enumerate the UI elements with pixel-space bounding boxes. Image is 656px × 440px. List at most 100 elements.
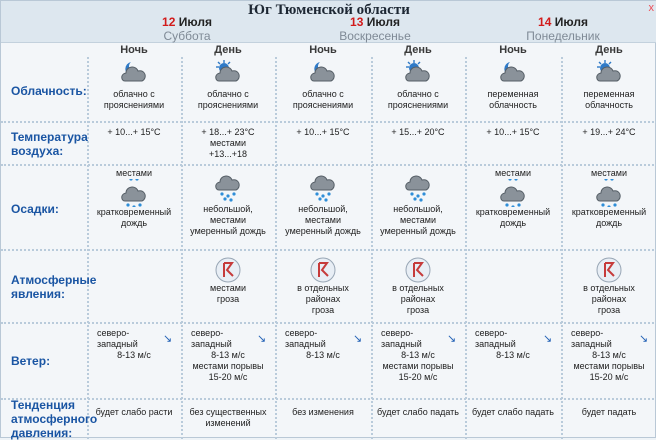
wind-cell: северо-западный 8-13 м/с	[465, 328, 561, 361]
cell-text: будет слабо падать	[472, 407, 554, 417]
cloud-cell: облачно с прояснениями	[181, 59, 275, 111]
temp-cell: + 15...+ 20°C	[371, 127, 465, 138]
cell-text: 8-13 м/с	[211, 350, 245, 360]
forecast-grid: Облачность: Температура воздуха: Осадки: …	[1, 57, 656, 440]
cell-text: прояснениями	[387, 100, 449, 110]
pressure-cell: без изменения	[275, 407, 371, 418]
night-label: Ночь	[499, 44, 527, 56]
month-label: Июля	[366, 15, 400, 29]
cell-text: + 10...+ 15°C	[486, 127, 540, 137]
moon-cloud-icon	[87, 59, 181, 89]
cell-text: западный	[381, 339, 422, 349]
wind-cell: северо-западный 8-13 м/с местами порывы 15-…	[371, 328, 465, 383]
wind-arrow-icon: ↘	[257, 333, 267, 345]
cell-text: без изменения	[292, 407, 354, 417]
cell-text: западный	[571, 339, 612, 349]
atmos-cell: в отдельных районах гроза	[371, 257, 465, 316]
temp-cell: + 18...+ 23°C местами +13...+18	[181, 127, 275, 160]
wind-arrow-icon: ↘	[163, 333, 173, 345]
rain-cloud-icon	[371, 168, 465, 204]
day-number: 12	[162, 15, 176, 29]
region-title: Юг Тюменской области	[248, 2, 410, 18]
day-header-1: 12 Июля Суббота	[93, 15, 281, 43]
precip-cell: местами кратковременный дождь	[561, 168, 656, 229]
cell-text: местами	[210, 283, 246, 293]
cell-text: районах	[305, 294, 341, 304]
cell-text: местами	[400, 215, 436, 225]
precip-cell: небольшой, местами умеренный дождь	[275, 168, 371, 237]
thunder-icon	[371, 257, 465, 283]
wind-cell: северо-западный 8-13 м/с	[87, 328, 181, 361]
rain-cloud-icon	[275, 168, 371, 204]
cell-text: умеренный дождь	[285, 226, 361, 236]
cell-text: будет слабо расти	[95, 407, 173, 417]
sun-cloud-icon	[561, 59, 656, 89]
cell-text: 8-13 м/с	[117, 350, 151, 360]
cell-text: +13...+18	[208, 149, 248, 159]
cell-text: небольшой,	[203, 204, 253, 214]
night-label: Ночь	[309, 44, 337, 56]
cell-text: гроза	[597, 305, 621, 315]
cell-text: облачно с	[207, 89, 249, 99]
day-number: 14	[538, 15, 552, 29]
cell-text: местами порывы	[573, 361, 645, 371]
day-header-3: 14 Июля Понедельник	[469, 15, 656, 43]
precip-cell: небольшой, местами умеренный дождь	[371, 168, 465, 237]
cell-text: западный	[97, 339, 138, 349]
close-icon[interactable]: x	[648, 2, 655, 14]
column-divider	[87, 57, 89, 439]
cell-text: без существенных	[189, 407, 267, 417]
cell-text: северо-	[381, 328, 414, 338]
cell-text: районах	[591, 294, 627, 304]
cell-text: в отдельных	[297, 283, 349, 293]
cloud-cell: переменная облачность	[465, 59, 561, 111]
date-label: 12 Июля	[93, 15, 281, 29]
atmos-cell: местами гроза	[181, 257, 275, 305]
cell-text: небольшой,	[298, 204, 348, 214]
temp-cell: + 19...+ 24°C	[561, 127, 656, 138]
cell-text: + 19...+ 24°C	[582, 127, 636, 137]
row-label-pressure: Тенденция атмосферного давления:	[11, 398, 97, 440]
wind-direction: северо-западный	[371, 328, 465, 350]
cell-text: районах	[400, 294, 436, 304]
cell-text: местами порывы	[382, 361, 454, 371]
cell-text: северо-	[475, 328, 508, 338]
row-label-temp: Температура воздуха:	[11, 130, 88, 158]
row-label-wind: Ветер:	[11, 354, 51, 368]
cell-text: умеренный дождь	[190, 226, 266, 236]
row-label-line: давления:	[11, 426, 73, 440]
cell-text: местами	[116, 168, 152, 178]
wind-arrow-icon: ↘	[447, 333, 457, 345]
cell-text: местами порывы	[192, 361, 264, 371]
cell-text: 8-13 м/с	[306, 350, 340, 360]
cell-text: гроза	[216, 294, 240, 304]
row-label-line: Атмосферные	[11, 273, 97, 287]
row-label-atmos: Атмосферные явления:	[11, 273, 96, 301]
cell-text: переменная	[583, 89, 635, 99]
wind-arrow-icon: ↘	[353, 333, 363, 345]
atmos-cell: в отдельных районах гроза	[275, 257, 371, 316]
cell-text: + 10...+ 15°C	[107, 127, 161, 137]
cell-text: дождь	[120, 218, 148, 228]
cell-text: местами	[591, 168, 627, 178]
row-label-line: атмосферного	[11, 412, 98, 426]
wind-direction: северо-западный	[275, 328, 371, 350]
cell-text: кратковременный	[96, 207, 172, 217]
row-label-precip: Осадки:	[11, 202, 59, 216]
precip-cell: местами кратковременный дождь	[87, 168, 181, 229]
row-label-cloud: Облачность:	[11, 84, 87, 98]
cell-text: небольшой,	[393, 204, 443, 214]
precip-cell: местами кратковременный дождь	[465, 168, 561, 229]
cell-text: прояснениями	[292, 100, 354, 110]
cell-text: в отдельных	[392, 283, 444, 293]
cell-text: западный	[191, 339, 232, 349]
pressure-cell: будет падать	[561, 407, 656, 418]
wind-direction: северо-западный	[181, 328, 275, 350]
cell-text: облачно с	[302, 89, 344, 99]
month-label: Июля	[178, 15, 212, 29]
row-divider	[1, 398, 656, 400]
cell-text: северо-	[285, 328, 318, 338]
cell-text: дождь	[499, 218, 527, 228]
row-label-line: Тенденция	[11, 398, 75, 412]
